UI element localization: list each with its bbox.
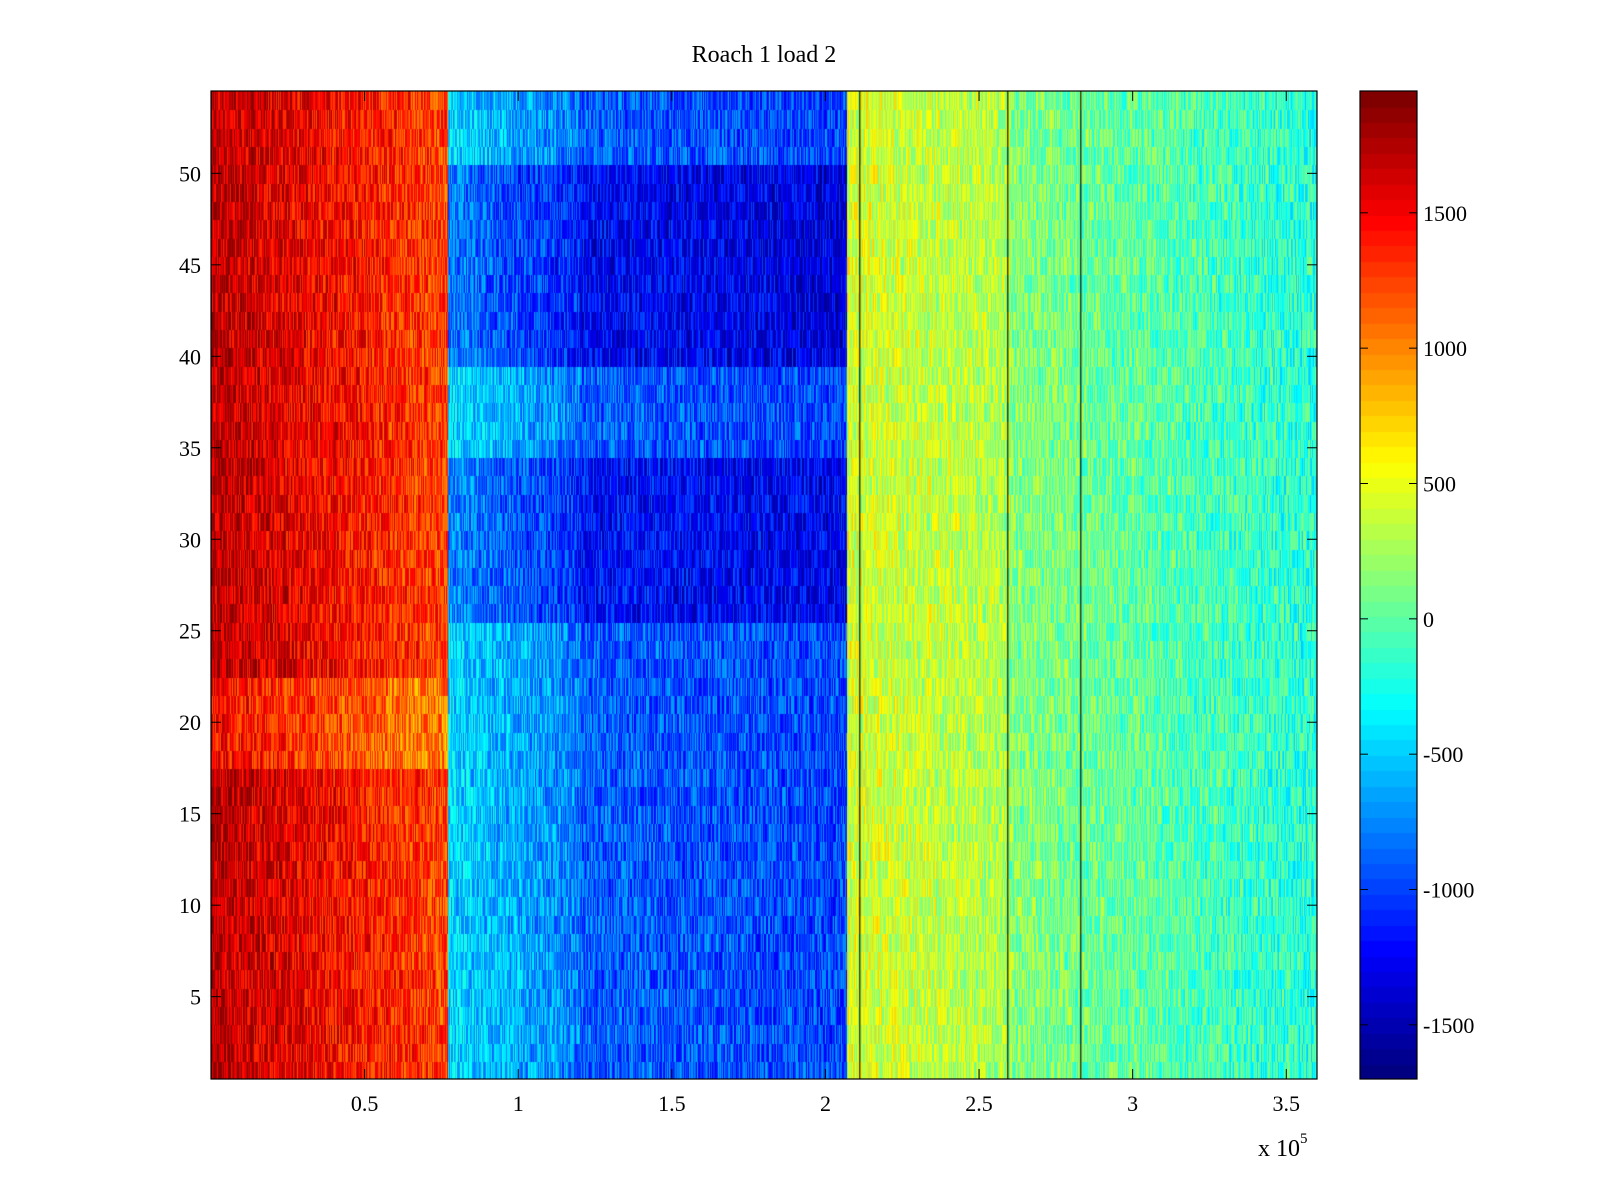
y-tick-label: 45 bbox=[179, 253, 201, 278]
y-tick-label: 20 bbox=[179, 710, 201, 735]
x-axis-multiplier-base: x 10 bbox=[1258, 1136, 1300, 1162]
plot-frame bbox=[210, 90, 1318, 1080]
x-tick-label: 0.5 bbox=[351, 1091, 379, 1116]
colorbar-tick-label: -1000 bbox=[1423, 878, 1474, 903]
y-tick-label: 25 bbox=[179, 619, 201, 644]
y-tick-label: 35 bbox=[179, 436, 201, 461]
heatmap-image bbox=[211, 91, 1317, 1079]
y-tick-label: 50 bbox=[179, 161, 201, 186]
x-tick-label: 1.5 bbox=[658, 1091, 686, 1116]
colorbar-tick-label: 1000 bbox=[1423, 336, 1467, 361]
colorbar-frame bbox=[1359, 90, 1418, 1080]
x-tick-label: 2.5 bbox=[965, 1091, 993, 1116]
y-tick-label: 40 bbox=[179, 344, 201, 369]
colorbar-tick-label: -500 bbox=[1423, 742, 1463, 767]
y-tick-label: 30 bbox=[179, 527, 201, 552]
x-axis-multiplier: x 105 bbox=[1258, 1131, 1308, 1163]
colorbar-tick-label: 500 bbox=[1423, 471, 1456, 496]
y-tick-label: 15 bbox=[179, 802, 201, 827]
colorbar-tick-label: -1500 bbox=[1423, 1013, 1474, 1038]
x-axis-multiplier-exponent: 5 bbox=[1300, 1131, 1308, 1147]
x-tick-label: 2 bbox=[820, 1091, 831, 1116]
colorbar-tick-label: 0 bbox=[1423, 607, 1434, 632]
colorbar-tick-label: 1500 bbox=[1423, 201, 1467, 226]
y-tick-label: 5 bbox=[190, 985, 201, 1010]
x-tick-label: 1 bbox=[513, 1091, 524, 1116]
y-tick-label: 10 bbox=[179, 893, 201, 918]
x-tick-label: 3.5 bbox=[1273, 1091, 1301, 1116]
chart-title: Roach 1 load 2 bbox=[691, 42, 837, 68]
colorbar-image bbox=[1360, 91, 1417, 1079]
x-tick-label: 3 bbox=[1127, 1091, 1138, 1116]
